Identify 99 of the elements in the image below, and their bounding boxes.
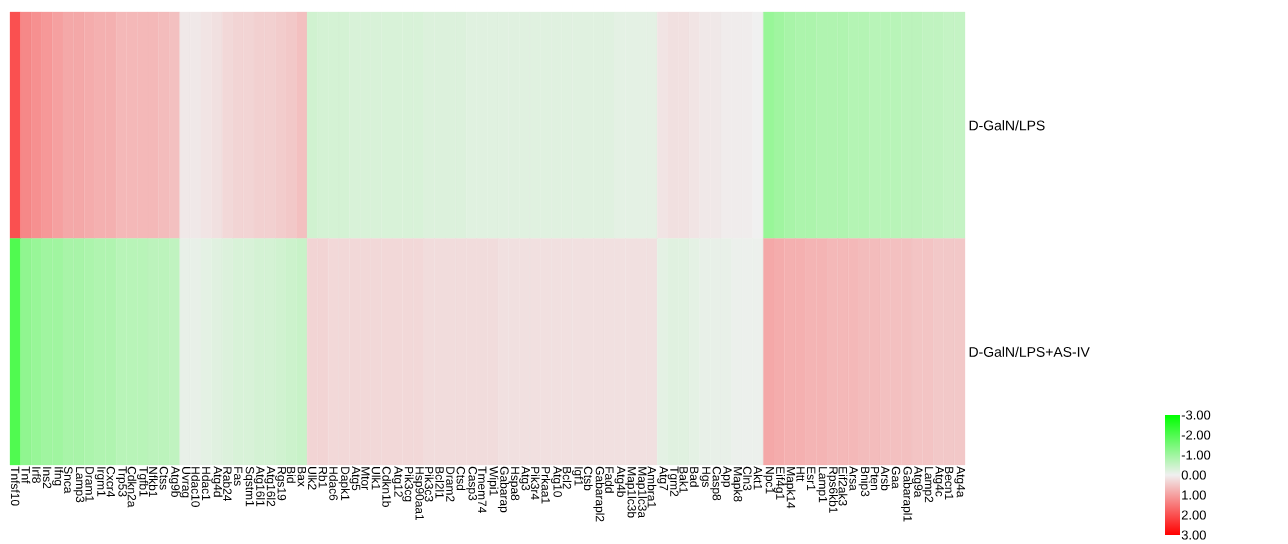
x-tick-label: Ctsd [456,466,466,491]
x-tick-label: Htt [796,467,805,482]
x-tick-label: Gabarapl2 [593,466,605,522]
x-tick-label: Lamp1 [816,467,828,503]
x-tick-label: Bcl2 [562,467,572,489]
x-tick-label: Irf8 [32,467,41,483]
x-tick-label: Ambra1 [647,466,657,508]
x-tick-label: Irgm1 [94,467,106,497]
y-tick-label: D-GalN/LPS [969,120,1045,131]
x-tick-label: Hsp90aa1 [413,467,424,521]
x-tick-label: Map1lc3a [635,467,647,519]
x-tick-label: Atg7 [657,466,668,491]
x-tick-label: Cdkn2a [127,466,137,508]
color-bar-label: -1.00 [1181,450,1211,460]
x-tick-label: Hdac6 [329,467,339,501]
x-tick-label: Gabarapl1 [901,466,913,522]
x-tick-label: Fadd [605,467,614,493]
color-bar-label: -2.00 [1181,430,1211,440]
x-tick-label: Pik3c3 [424,467,434,502]
x-tick-label: App [720,466,732,487]
x-tick-label: Atg9b [168,466,181,497]
x-tick-label: Gabarap [497,466,509,513]
x-tick-label: Ins2 [42,467,52,489]
x-tick-label: Lamp3 [73,467,85,503]
x-tick-label: Bnip3 [858,467,870,497]
x-tick-label: Pten [870,467,879,491]
x-tick-label: Eif2ak3 [838,467,848,506]
x-tick-label: Rb1 [318,467,328,488]
x-tick-label: Trp53 [116,466,127,497]
x-tick-label: Becn1 [944,467,954,500]
x-tick-label: Esr1 [806,467,816,491]
x-tick-label: Atg12 [391,466,403,497]
color-bar-label: -3.00 [1181,410,1211,420]
x-tick-label: Tmem74 [478,466,487,514]
x-tick-label: Pik3cg [402,467,414,502]
x-tick-label: Rps6kb1 [826,467,838,513]
x-tick-label: Uvrag [179,467,191,498]
x-tick-label: Atg3 [519,466,531,491]
color-bar-label: 3.00 [1181,530,1206,540]
x-tick-label: Sqstm1 [243,466,255,507]
x-tick-label: Bak1 [679,467,689,493]
x-tick-label: Dram2 [446,467,455,502]
x-tick-label: Atg5 [349,466,361,491]
x-tick-label: Casp8 [710,466,722,501]
x-tick-label: Hdac1 [201,467,211,501]
color-bar-label: 1.00 [1182,490,1206,500]
x-tick-label: Tnf [21,466,31,484]
x-tick-label: Ifng [52,467,64,486]
x-tick-label: Snca [64,466,73,494]
x-tick-label: Npc1 [763,467,775,494]
x-tick-label: Mapk8 [731,467,743,502]
x-tick-label: Atg4a [954,466,966,498]
x-tick-label: Ctsb [583,466,593,491]
x-tick-label: Atg4b [614,466,626,497]
x-tick-label: Atg16l2 [264,466,276,507]
x-tick-label: Hdac10 [191,467,201,507]
x-tick-label: Nfkb1 [148,467,158,497]
x-tick-label: Lamp2 [922,467,934,503]
x-tick-label: Mtor [361,467,370,490]
x-tick-label: Bad [690,467,699,487]
x-tick-label: Dram1 [85,467,94,502]
x-tick-label: Tgfb1 [137,466,149,497]
x-tick-label: Casp3 [466,466,477,501]
x-tick-label: Atg4d [211,466,223,497]
x-tick-label: Atg9a [911,466,923,498]
x-tick-label: Fas [233,467,243,486]
x-tick-label: Ulk2 [308,467,317,490]
x-tick-label: Atg4c [933,466,944,497]
x-tick-label: Hgs [699,467,711,488]
x-tick-label: Dapk1 [338,467,350,501]
x-tick-label: Eif4g1 [773,467,785,500]
x-tick-label: Tnfsf10 [10,466,20,506]
x-tick-label: Mapk14 [784,467,796,509]
x-tick-label: Cdkn1b [382,466,392,507]
x-tick-label: Rgs19 [275,467,286,501]
x-tick-label: Atg10 [551,466,562,497]
x-tick-label: Bid [286,467,296,483]
color-bar-label: 2.00 [1181,510,1206,520]
x-tick-label: Igf1 [572,467,584,486]
x-tick-label: Cxcr4 [106,466,116,498]
x-tick-label: Cln3 [743,466,752,491]
y-tick-label: D-GalN/LPS+AS-IV [969,346,1090,357]
x-tick-label: Akt1 [753,466,763,490]
x-tick-label: Hspa8 [508,467,520,501]
x-tick-label: Bax [297,467,306,487]
x-tick-label: Arsa [849,466,858,491]
x-tick-label: Gaa [891,466,901,489]
x-tick-label: Tgm2 [667,466,679,497]
x-tick-label: Prkaa1 [541,467,551,504]
x-tick-label: Pik3r4 [530,467,540,500]
x-tick-label: Ctss [159,466,169,490]
color-bar-label: 0.00 [1181,470,1206,480]
x-tick-label: Ulk1 [371,467,381,490]
x-tick-label: Arsb [881,466,890,491]
x-tick-label: Rab24 [223,467,232,502]
x-tick-label: Map1lc3b [625,467,637,518]
x-tick-label: Atg16l1 [253,466,265,507]
x-tick-label: Wipi1 [487,466,499,496]
x-tick-label: Bcl2l1 [435,467,445,499]
